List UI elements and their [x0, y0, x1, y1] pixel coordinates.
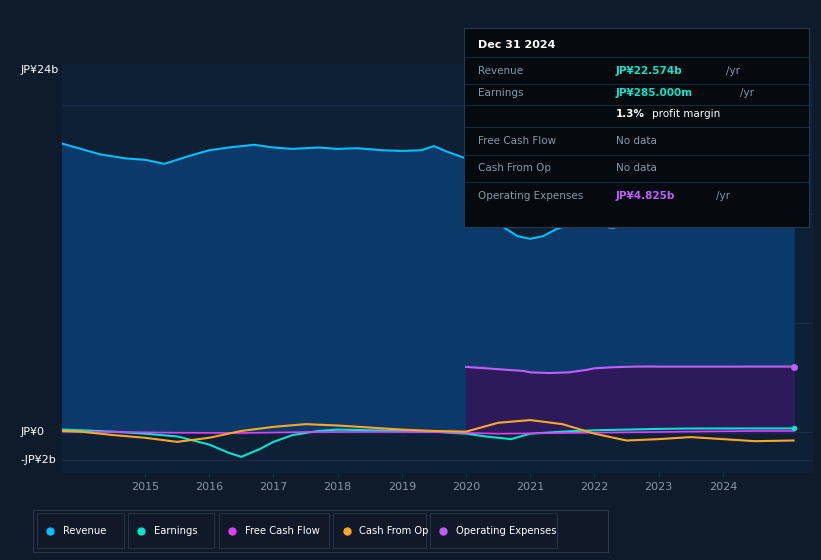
Text: Cash From Op: Cash From Op	[478, 163, 551, 173]
Text: Revenue: Revenue	[478, 66, 523, 76]
Text: Cash From Op: Cash From Op	[360, 526, 429, 535]
Text: JP¥0: JP¥0	[21, 427, 44, 437]
Text: Earnings: Earnings	[154, 526, 197, 535]
Text: JP¥4.825b: JP¥4.825b	[616, 191, 675, 201]
Text: Operating Expenses: Operating Expenses	[456, 526, 557, 535]
Text: Free Cash Flow: Free Cash Flow	[478, 136, 556, 146]
Text: /yr: /yr	[740, 87, 754, 97]
Text: JP¥285.000m: JP¥285.000m	[616, 87, 693, 97]
Text: Revenue: Revenue	[62, 526, 106, 535]
Text: No data: No data	[616, 136, 657, 146]
Text: /yr: /yr	[726, 66, 740, 76]
Text: -JP¥2b: -JP¥2b	[21, 455, 57, 465]
Text: Earnings: Earnings	[478, 87, 523, 97]
Text: JP¥24b: JP¥24b	[21, 65, 59, 75]
Text: /yr: /yr	[716, 191, 730, 201]
Text: 1.3%: 1.3%	[616, 109, 644, 119]
Text: profit margin: profit margin	[652, 109, 720, 119]
Text: JP¥22.574b: JP¥22.574b	[616, 66, 682, 76]
Text: Dec 31 2024: Dec 31 2024	[478, 40, 555, 50]
Text: Operating Expenses: Operating Expenses	[478, 191, 583, 201]
Text: Free Cash Flow: Free Cash Flow	[245, 526, 319, 535]
Text: No data: No data	[616, 163, 657, 173]
